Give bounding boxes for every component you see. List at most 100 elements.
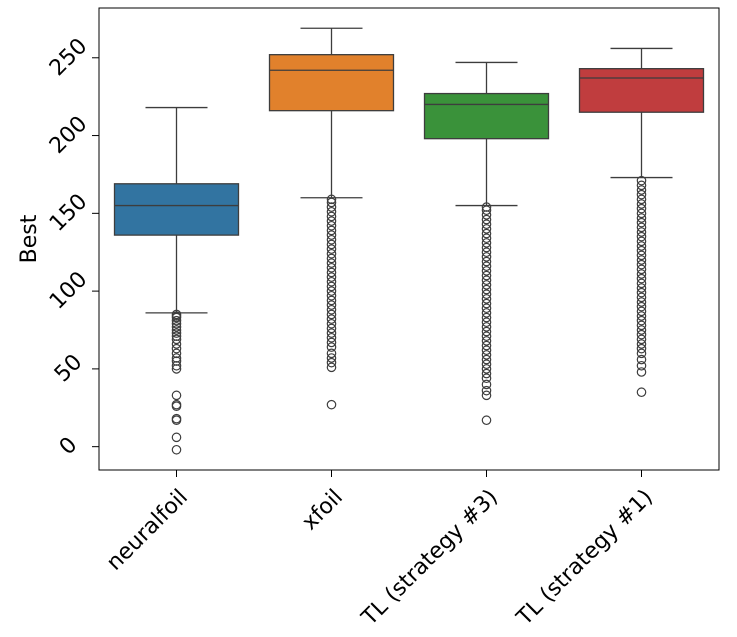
outlier-point <box>636 360 647 371</box>
outlier-point <box>326 342 337 352</box>
outlier-point <box>481 390 492 401</box>
outlier-point <box>636 348 647 359</box>
outlier-point <box>481 256 492 267</box>
outlier-point <box>171 356 182 366</box>
outlier-point <box>636 175 647 186</box>
outlier-point <box>481 261 492 272</box>
outlier-point <box>171 444 182 455</box>
outlier-point <box>171 432 182 443</box>
outlier-point <box>636 194 647 205</box>
outlier-point <box>326 323 337 334</box>
outlier-point <box>481 233 492 244</box>
outlier-point <box>636 180 647 191</box>
y-tick-label: 100 <box>45 267 92 314</box>
outlier-point <box>481 298 492 309</box>
outlier-point <box>326 197 337 208</box>
outlier-point <box>481 275 492 286</box>
outlier-point <box>326 337 337 348</box>
outlier-point <box>636 311 647 321</box>
outlier-point <box>481 312 492 323</box>
outlier-point <box>636 297 647 307</box>
outlier-point <box>636 236 647 247</box>
outlier-point <box>636 283 647 293</box>
outlier-point <box>326 314 337 324</box>
outlier-point <box>481 294 492 304</box>
outlier-point <box>326 332 337 343</box>
outlier-point <box>326 357 337 368</box>
outlier-point <box>171 334 182 345</box>
outlier-point <box>636 292 647 303</box>
outlier-point <box>326 286 337 296</box>
outlier-point <box>326 230 337 240</box>
outlier-point <box>636 387 647 398</box>
outlier-point <box>481 350 492 360</box>
outlier-point <box>171 353 182 363</box>
outlier-point <box>481 210 492 220</box>
outlier-point <box>481 252 492 262</box>
outlier-point <box>636 199 647 209</box>
outlier-point <box>481 205 492 216</box>
outlier-point <box>326 248 337 259</box>
x-tick-label: xfoil <box>297 485 348 536</box>
outlier-point <box>326 348 337 359</box>
outlier-point <box>481 303 492 314</box>
outlier-point <box>636 273 647 284</box>
outlier-point <box>481 379 492 390</box>
x-tick-label: neuralfoil <box>102 485 193 576</box>
outlier-point <box>481 270 492 281</box>
outlier-point <box>326 309 337 320</box>
outlier-point <box>481 354 492 365</box>
outlier-point <box>481 202 492 212</box>
outlier-point <box>636 278 647 289</box>
outlier-point <box>636 306 647 317</box>
y-axis-label: Best <box>17 214 42 263</box>
outlier-point <box>636 367 647 377</box>
box-iqr <box>113 183 240 236</box>
outlier-point <box>636 325 647 335</box>
x-tick-label: TL (strategy #3) <box>357 485 503 631</box>
outlier-point <box>481 415 492 426</box>
outlier-point <box>481 317 492 328</box>
box-1 <box>268 27 395 410</box>
outlier-point <box>326 206 337 217</box>
outlier-point <box>326 244 337 254</box>
outlier-point <box>171 328 182 338</box>
outlier-point <box>636 255 647 265</box>
outlier-point <box>636 189 647 200</box>
outlier-point <box>171 318 182 329</box>
outlier-point <box>171 364 182 374</box>
outlier-point <box>326 318 337 329</box>
outlier-point <box>326 290 337 301</box>
outlier-point <box>636 343 647 354</box>
y-tick-label: 150 <box>45 189 92 236</box>
outlier-point <box>326 399 337 410</box>
outlier-point <box>636 329 647 340</box>
y-tick-label: 250 <box>45 34 92 81</box>
outlier-point <box>636 259 647 270</box>
y-tick-label: 200 <box>45 112 92 159</box>
outlier-point <box>481 238 492 248</box>
outlier-point <box>326 272 337 282</box>
outlier-point <box>171 325 182 335</box>
outlier-point <box>481 364 492 374</box>
outlier-point <box>326 202 337 212</box>
outlier-point <box>326 300 337 310</box>
outlier-point <box>636 301 647 312</box>
outlier-point <box>481 284 492 295</box>
outlier-point <box>326 225 337 236</box>
outlier-point <box>636 222 647 233</box>
outlier-point <box>636 264 647 275</box>
outlier-point <box>171 413 182 424</box>
outlier-point <box>636 334 647 345</box>
outlier-point <box>636 320 647 331</box>
outlier-point <box>326 295 337 306</box>
outlier-point <box>481 266 492 276</box>
outlier-point <box>481 289 492 300</box>
y-tick-label: 0 <box>55 433 83 461</box>
outlier-point <box>481 359 492 370</box>
outlier-point <box>481 280 492 290</box>
outlier-point <box>171 322 182 332</box>
y-axis: 0 50 100 150 200 250 <box>45 34 99 460</box>
outlier-point <box>481 373 492 384</box>
